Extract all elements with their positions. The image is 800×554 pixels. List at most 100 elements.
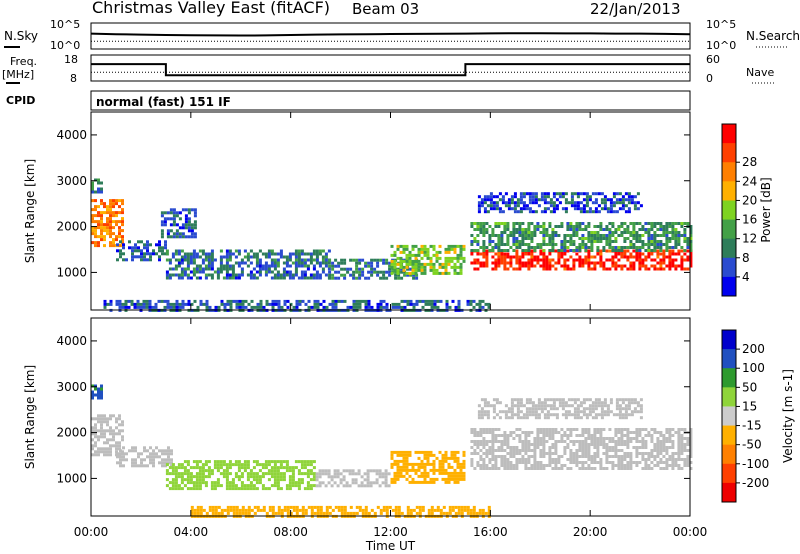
velocity-panel-cell bbox=[584, 443, 588, 446]
power-panel-cell bbox=[388, 264, 392, 268]
velocity-panel-cell bbox=[585, 416, 589, 420]
power-panel-cell bbox=[665, 234, 669, 237]
power-panel-cell bbox=[537, 198, 541, 202]
power-panel-cell bbox=[513, 207, 517, 211]
power-panel-cell bbox=[605, 258, 609, 262]
velocity-panel-cell bbox=[171, 466, 175, 470]
velocity-panel-cell bbox=[255, 472, 259, 476]
power-panel-cell bbox=[285, 261, 289, 265]
velocity-panel-cell bbox=[328, 505, 332, 509]
power-panel-cell bbox=[171, 267, 175, 271]
velocity-panel-cell bbox=[146, 449, 149, 453]
power-panel-cell bbox=[689, 261, 693, 265]
velocity-panel-cell bbox=[399, 468, 403, 472]
power-panel-cell bbox=[497, 240, 501, 243]
velocity-panel-cell bbox=[506, 452, 510, 455]
velocity-panel-cell bbox=[246, 484, 250, 488]
velocity-panel-cell bbox=[626, 431, 630, 434]
velocity-panel-cell bbox=[349, 511, 353, 515]
power-panel-cell bbox=[525, 207, 529, 211]
velocity-panel-cell bbox=[112, 414, 115, 418]
velocity-panel-cell bbox=[534, 407, 538, 411]
velocity-panel-cell bbox=[527, 461, 531, 464]
power-panel-cell bbox=[521, 231, 525, 234]
power-panel-cell bbox=[650, 240, 654, 243]
power-panel-cell bbox=[575, 246, 579, 249]
power-panel-cell bbox=[402, 244, 406, 248]
power-panel-cell bbox=[112, 238, 115, 242]
velocity-panel-cell bbox=[427, 508, 431, 512]
velocity-panel-cell bbox=[285, 460, 289, 464]
velocity-panel-cell bbox=[558, 401, 562, 405]
velocity-panel-cell bbox=[122, 464, 125, 468]
power-panel-cell bbox=[527, 267, 531, 271]
velocity-panel-cell bbox=[195, 475, 199, 479]
velocity-panel-cell bbox=[635, 455, 639, 458]
power-panel-cell bbox=[231, 252, 235, 256]
power-panel-cell bbox=[552, 201, 556, 205]
velocity-panel-cell bbox=[261, 475, 265, 479]
power-panel-cell bbox=[665, 264, 669, 268]
power-panel-cell bbox=[602, 228, 606, 231]
velocity-panel-cell bbox=[109, 453, 112, 457]
velocity-panel-cell bbox=[587, 428, 591, 431]
power-panel-cell bbox=[190, 226, 194, 230]
power-panel-cell bbox=[636, 207, 640, 211]
velocity-panel-cell bbox=[174, 472, 178, 476]
power-panel-cell bbox=[140, 252, 143, 256]
velocity-panel-cell bbox=[671, 464, 675, 467]
power-panel-cell bbox=[611, 234, 615, 237]
power-panel-cell bbox=[190, 302, 194, 306]
power-panel-cell bbox=[259, 305, 263, 309]
power-panel-cell bbox=[244, 299, 248, 303]
power-panel-cell bbox=[396, 247, 400, 251]
velocity-panel-cell bbox=[226, 505, 230, 509]
velocity-panel-cell bbox=[527, 455, 531, 458]
power-panel-cell bbox=[674, 237, 678, 240]
power-panel-cell bbox=[399, 259, 403, 263]
velocity-panel-cell bbox=[525, 398, 529, 402]
velocity-panel-cell bbox=[539, 443, 543, 446]
velocity-panel-cell bbox=[621, 407, 625, 411]
power-panel-cell bbox=[94, 241, 97, 245]
velocity-panel-cell bbox=[500, 434, 504, 437]
power-panel-cell bbox=[516, 198, 520, 202]
power-panel-cell bbox=[534, 192, 538, 196]
velocity-panel-cell bbox=[515, 458, 519, 461]
velocity-panel-cell bbox=[100, 387, 103, 391]
power-panel-cell bbox=[193, 226, 197, 230]
velocity-panel-cell bbox=[524, 443, 528, 446]
velocity-panel-cell bbox=[524, 467, 528, 470]
velocity-panel-cell bbox=[158, 461, 161, 465]
power-panel-cell bbox=[507, 198, 511, 202]
velocity-panel-cell bbox=[193, 508, 197, 512]
power-panel-cell bbox=[561, 207, 565, 211]
power-panel-cell bbox=[306, 264, 310, 268]
power-panel-cell bbox=[187, 302, 191, 306]
velocity-panel-cell bbox=[385, 508, 389, 512]
power-panel-cell bbox=[376, 305, 380, 309]
power-panel-cell bbox=[653, 246, 657, 249]
velocity-panel-cell bbox=[542, 449, 546, 452]
power-panel-cell bbox=[686, 222, 690, 225]
power-panel-cell bbox=[228, 264, 232, 268]
velocity-colorbar-tick-label: -50 bbox=[742, 438, 762, 452]
velocity-panel-cell bbox=[244, 508, 248, 512]
velocity-panel-cell bbox=[575, 452, 579, 455]
velocity-panel-cell bbox=[408, 468, 412, 472]
velocity-panel-cell bbox=[656, 431, 660, 434]
power-panel-cell bbox=[479, 252, 483, 256]
power-panel-cell bbox=[567, 201, 571, 205]
power-panel-cell bbox=[626, 231, 630, 234]
power-panel-cell bbox=[605, 267, 609, 271]
velocity-panel-cell bbox=[291, 472, 295, 476]
velocity-panel-cell bbox=[213, 466, 217, 470]
velocity-panel-cell bbox=[494, 467, 498, 470]
velocity-panel-cell bbox=[300, 466, 304, 470]
power-panel-cell bbox=[220, 302, 224, 306]
velocity-panel-cell bbox=[501, 410, 505, 414]
power-panel-cell bbox=[473, 237, 477, 240]
power-panel-cell bbox=[195, 252, 199, 256]
power-colorbar-swatch bbox=[722, 124, 736, 144]
power-panel-cell bbox=[677, 240, 681, 243]
